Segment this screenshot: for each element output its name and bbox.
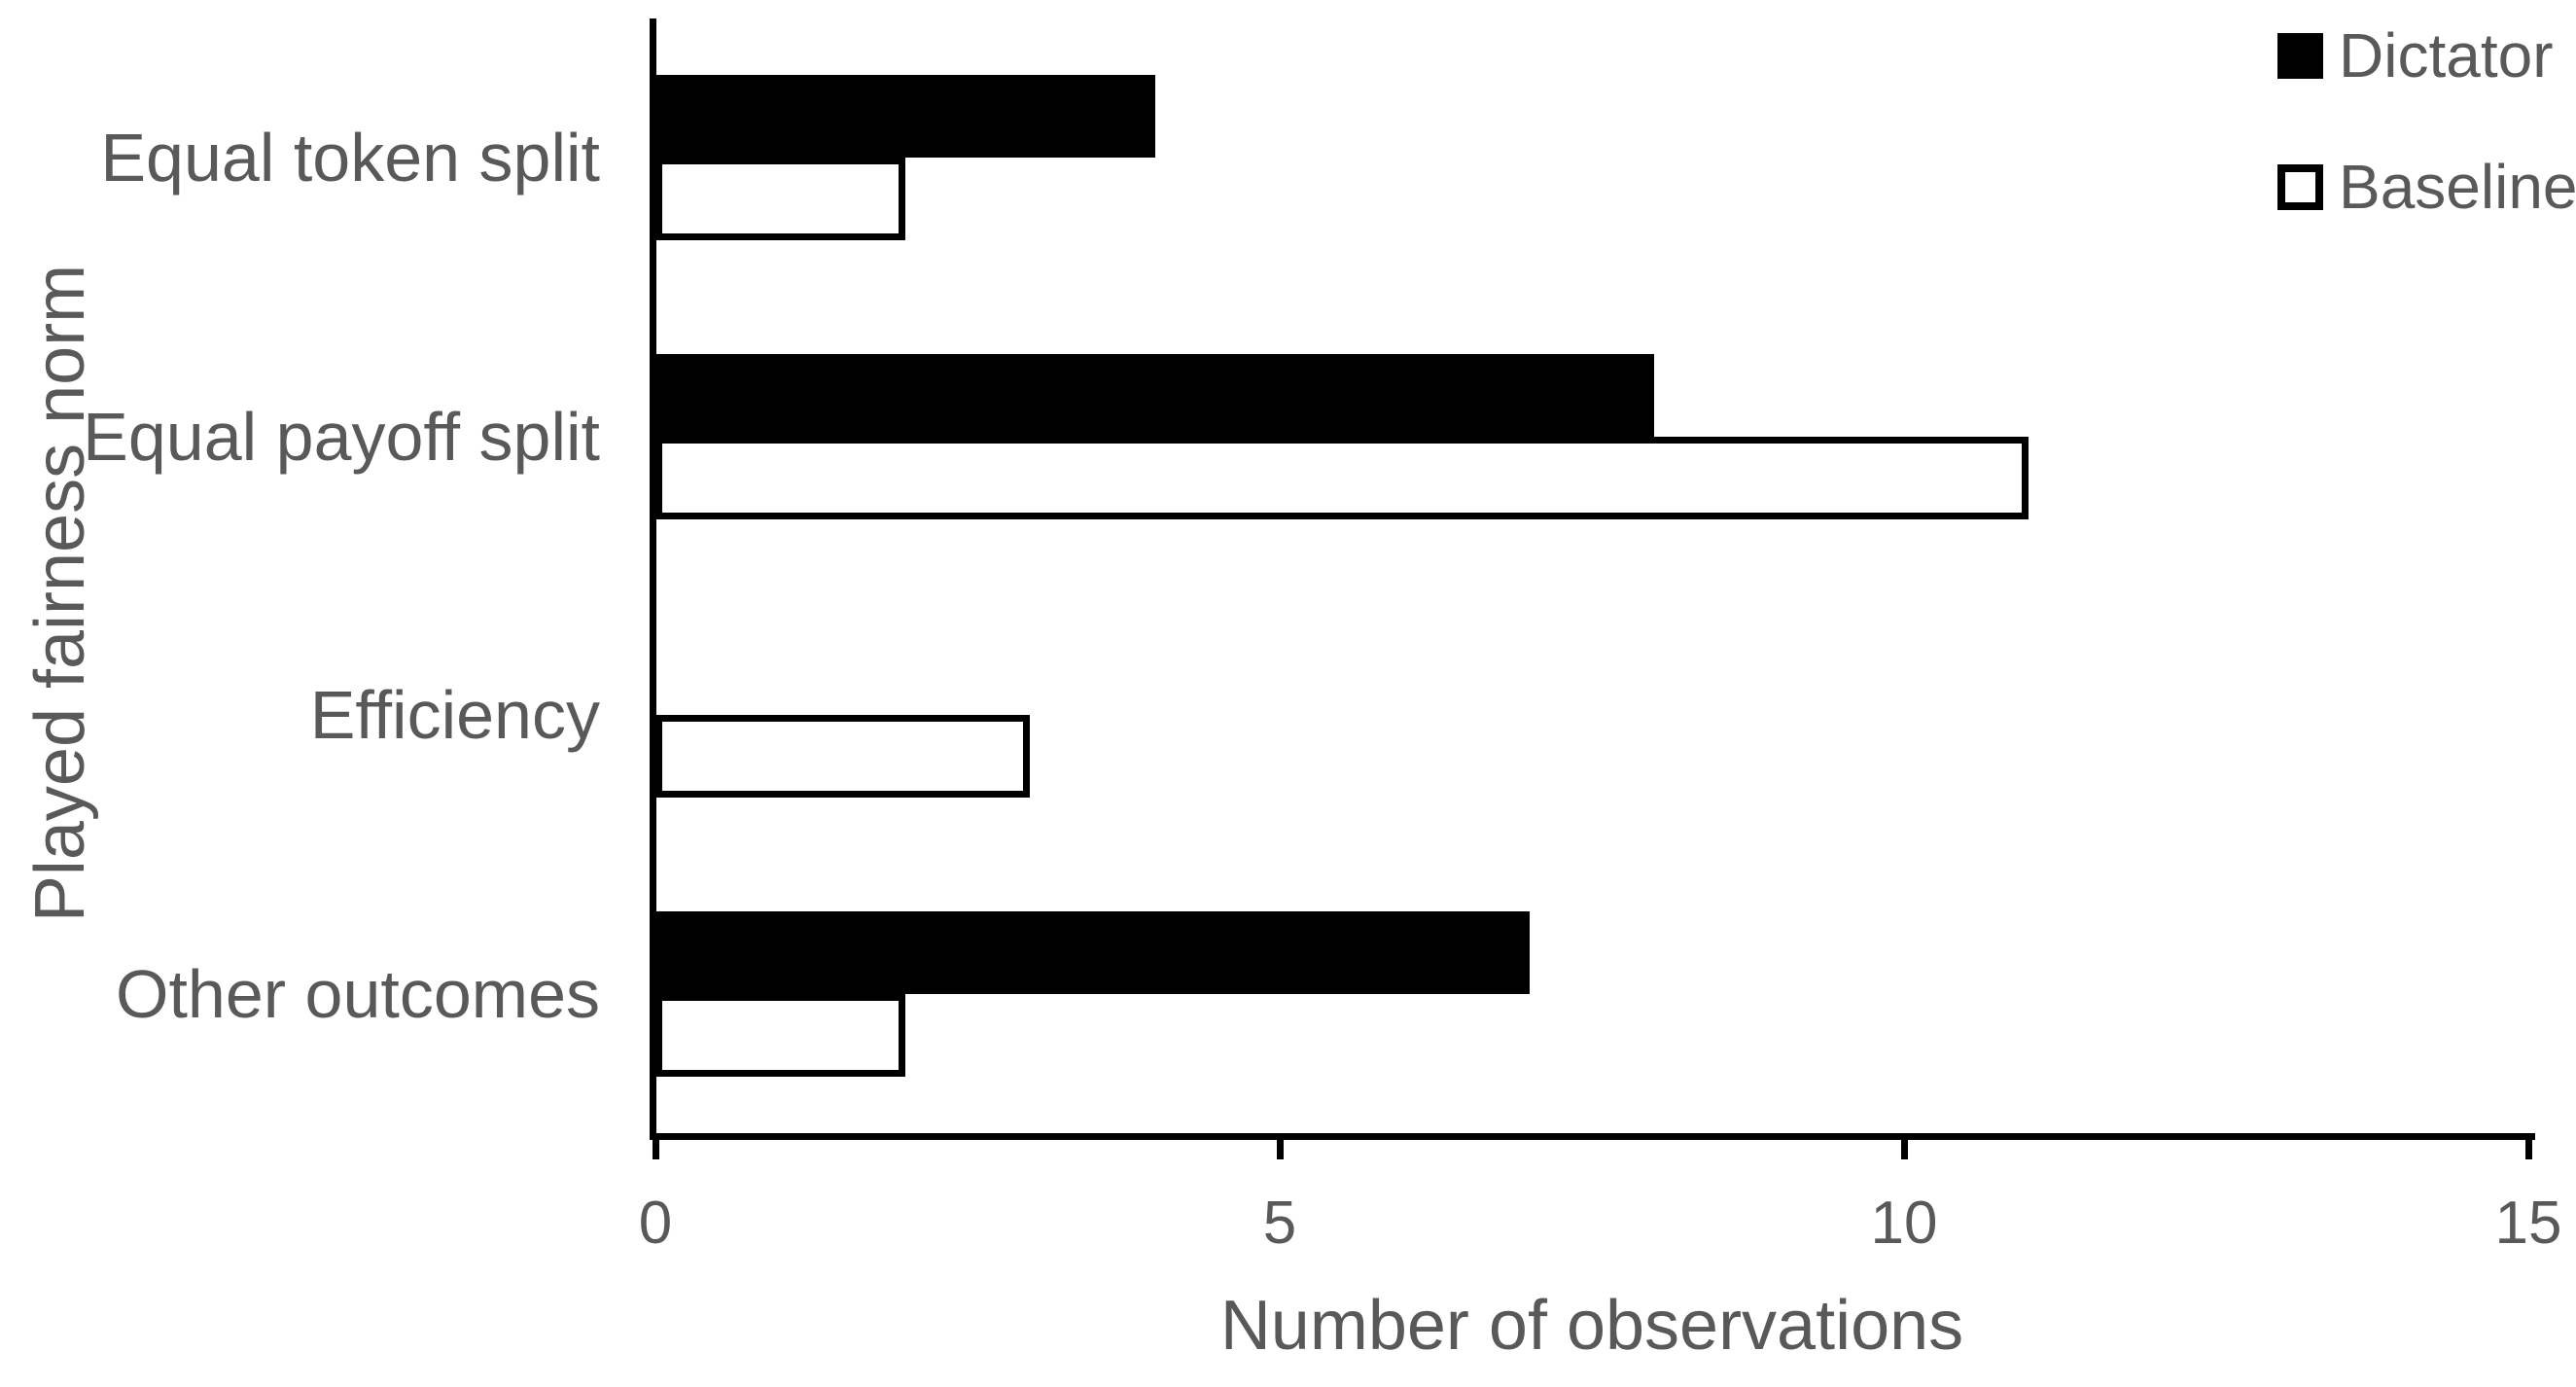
legend-item-dictator: Dictator [2277,19,2554,91]
category-label-equal-token-split: Equal token split [100,120,600,196]
legend-item-baseline: Baseline [2277,151,2576,223]
bar-baseline-other-outcomes [655,994,905,1077]
legend-swatch-baseline-icon [2277,163,2323,210]
x-tick-label-15: 15 [2494,1190,2562,1257]
bar-baseline-equal-token-split [655,158,905,240]
category-label-efficiency: Efficiency [309,677,600,754]
x-tick-mark-15 [2525,1133,2532,1159]
y-axis-title: Played fairness norm [21,264,99,923]
bar-baseline-efficiency [655,715,1030,798]
x-tick-label-5: 5 [1262,1190,1297,1257]
category-label-other-outcomes: Other outcomes [116,955,600,1032]
bar-dictator-equal-token-split [655,75,1155,158]
category-label-equal-payoff-split: Equal payoff split [83,398,600,475]
x-tick-label-10: 10 [1870,1190,1938,1257]
bar-dictator-other-outcomes [655,911,1530,994]
legend-label-baseline: Baseline [2339,152,2576,222]
bar-baseline-equal-payoff-split [655,437,2029,519]
x-axis-line [650,1133,2535,1140]
legend-label-dictator: Dictator [2339,20,2554,90]
x-tick-mark-0 [653,1133,659,1159]
y-axis-line [650,18,656,1140]
x-tick-label-0: 0 [638,1190,673,1257]
x-tick-mark-10 [1901,1133,1908,1159]
x-tick-mark-5 [1277,1133,1284,1159]
x-axis-title: Number of observations [1219,1287,1964,1365]
bar-dictator-equal-payoff-split [655,354,1654,437]
legend-swatch-dictator-icon [2277,32,2323,79]
